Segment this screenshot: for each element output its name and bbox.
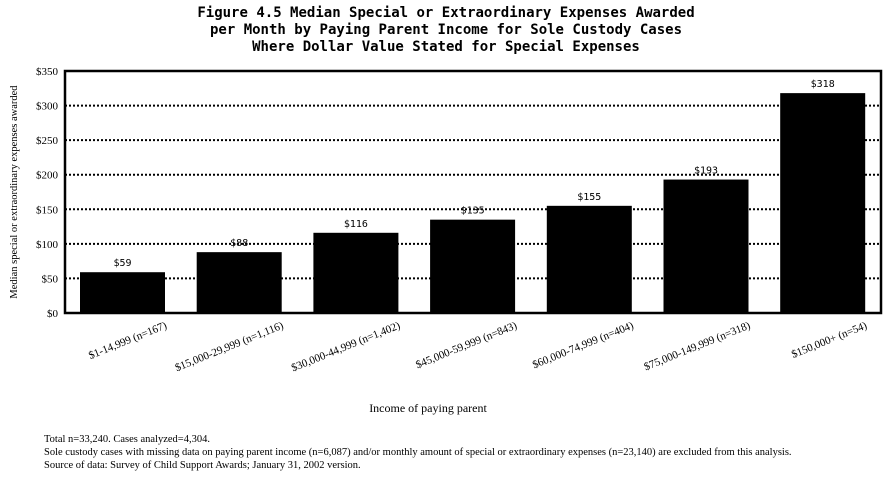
y-axis-label: Median special or extraordinary expenses… xyxy=(9,85,20,299)
bar xyxy=(430,219,516,313)
x-tick-label: $30,000-44,999 (n=1,402) xyxy=(290,320,403,375)
x-tick-label: $1-14,999 (n=167) xyxy=(87,320,169,362)
chart-title-line-1: Figure 4.5 Median Special or Extraordina… xyxy=(197,5,694,21)
note-exclusions: Sole custody cases with missing data on … xyxy=(44,447,792,458)
x-tick-label: $15,000-29,999 (n=1,116) xyxy=(173,320,285,375)
bar xyxy=(313,232,399,313)
bar-value-label: $193 xyxy=(694,166,718,177)
x-tick-label: $150,000+ (n=54) xyxy=(790,320,869,361)
bar xyxy=(80,272,165,313)
bar-value-label: $135 xyxy=(461,206,485,217)
x-tick-label: $75,000-149,999 (n=318) xyxy=(642,320,752,374)
note-source: Source of data: Survey of Child Support … xyxy=(44,460,361,471)
bar-value-label: $318 xyxy=(811,79,835,90)
bar-value-label: $88 xyxy=(230,238,248,249)
bar-value-label: $116 xyxy=(344,219,368,230)
x-axis-label: Income of paying parent xyxy=(369,401,487,415)
y-tick-label: $0 xyxy=(47,308,59,320)
plot-frame xyxy=(63,69,883,315)
bar-value-label: $59 xyxy=(113,258,131,269)
x-tick-label: $45,000-59,999 (n=843) xyxy=(414,320,519,372)
y-tick-label: $350 xyxy=(36,66,59,78)
y-tick-label: $150 xyxy=(36,204,59,216)
y-tick-label: $100 xyxy=(36,239,59,251)
bar-value-label: $155 xyxy=(577,192,601,203)
bar xyxy=(546,205,632,313)
bar xyxy=(663,179,749,313)
chart-title-line-2: per Month by Paying Parent Income for So… xyxy=(210,22,682,38)
bar xyxy=(780,93,866,313)
chart-title-line-3: Where Dollar Value Stated for Special Ex… xyxy=(252,39,640,55)
y-tick-label: $200 xyxy=(36,170,59,182)
bar xyxy=(196,252,282,313)
y-tick-label: $50 xyxy=(42,273,59,285)
y-tick-label: $250 xyxy=(36,135,59,147)
x-tick-label: $60,000-74,999 (n=404) xyxy=(531,320,636,372)
note-total: Total n=33,240. Cases analyzed=4,304. xyxy=(44,434,210,445)
y-tick-label: $300 xyxy=(36,101,59,113)
